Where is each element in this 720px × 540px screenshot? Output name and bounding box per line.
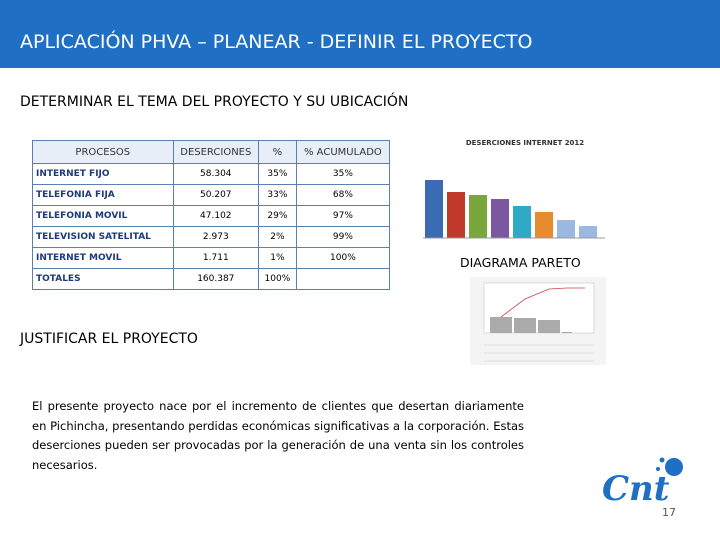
- table-row: TOTALES 160.387 100%: [32, 268, 391, 290]
- table-cell: 1%: [258, 247, 297, 269]
- table-row: TELEFONIA MOVIL 47.102 29% 97%: [32, 205, 391, 227]
- table-row: TELEVISION SATELITAL 2.973 2% 99%: [32, 226, 391, 248]
- table-header-row: PROCESOS DESERCIONES%% ACUMULADO: [32, 140, 391, 164]
- page-number: 17: [662, 506, 676, 519]
- table-cell: [295, 268, 391, 290]
- table-cell: 35%: [295, 163, 391, 185]
- chart-thumbnail: DESERCIONES INTERNET 2012: [423, 139, 605, 239]
- pareto-thumbnail: [470, 277, 606, 365]
- table-cell: 50.207: [172, 184, 260, 206]
- section-title: JUSTIFICAR EL PROYECTO: [20, 331, 198, 347]
- table-cell: TELEFONIA MOVIL: [32, 205, 174, 227]
- column-header: %: [258, 140, 297, 164]
- table-cell: 35%: [258, 163, 297, 185]
- logo-text: Cnt: [602, 469, 670, 509]
- table-cell: 100%: [258, 268, 297, 290]
- table-cell: TOTALES: [32, 268, 174, 290]
- table-cell: 2%: [258, 226, 297, 248]
- table-cell: 58.304: [172, 163, 260, 185]
- column-header: DESERCIONES: [172, 140, 260, 164]
- subtitle: DETERMINAR EL TEMA DEL PROYECTO Y SU UBI…: [20, 94, 409, 110]
- table-cell: INTERNET FIJO: [32, 163, 174, 185]
- table-cell: TELEFONIA FIJA: [32, 184, 174, 206]
- table-cell: 47.102: [172, 205, 260, 227]
- paragraph: El presente proyecto nace por el increme…: [32, 399, 524, 472]
- column-header: % ACUMULADO: [295, 140, 391, 164]
- table-cell: 160.387: [172, 268, 260, 290]
- table-row: INTERNET FIJO 58.304 35% 35%: [32, 163, 391, 185]
- table-cell: 97%: [295, 205, 391, 227]
- table-cell: 100%: [295, 247, 391, 269]
- table-cell: 99%: [295, 226, 391, 248]
- table-cell: 2.973: [172, 226, 260, 248]
- pareto-label: DIAGRAMA PARETO: [460, 255, 581, 270]
- thumbnail-title: DESERCIONES INTERNET 2012: [466, 139, 584, 147]
- logo: Cnt: [602, 457, 683, 509]
- data-table: PROCESOS DESERCIONES%% ACUMULADO INTERNET …: [32, 140, 391, 290]
- table-cell: 1.711: [172, 247, 260, 269]
- table-cell: 29%: [258, 205, 297, 227]
- header-title: APLICACIÓN PHVA – PLANEAR - DEFINIR EL P…: [0, 0, 720, 68]
- table-cell: INTERNET MOVIL: [32, 247, 174, 269]
- column-header: PROCESOS: [32, 140, 174, 164]
- table-cell: TELEVISION SATELITAL: [32, 226, 174, 248]
- table-cell: 33%: [258, 184, 297, 206]
- table-cell: 68%: [295, 184, 391, 206]
- table-row: INTERNET MOVIL 1.711 1% 100%: [32, 247, 391, 269]
- table-row: TELEFONIA FIJA 50.207 33% 68%: [32, 184, 391, 206]
